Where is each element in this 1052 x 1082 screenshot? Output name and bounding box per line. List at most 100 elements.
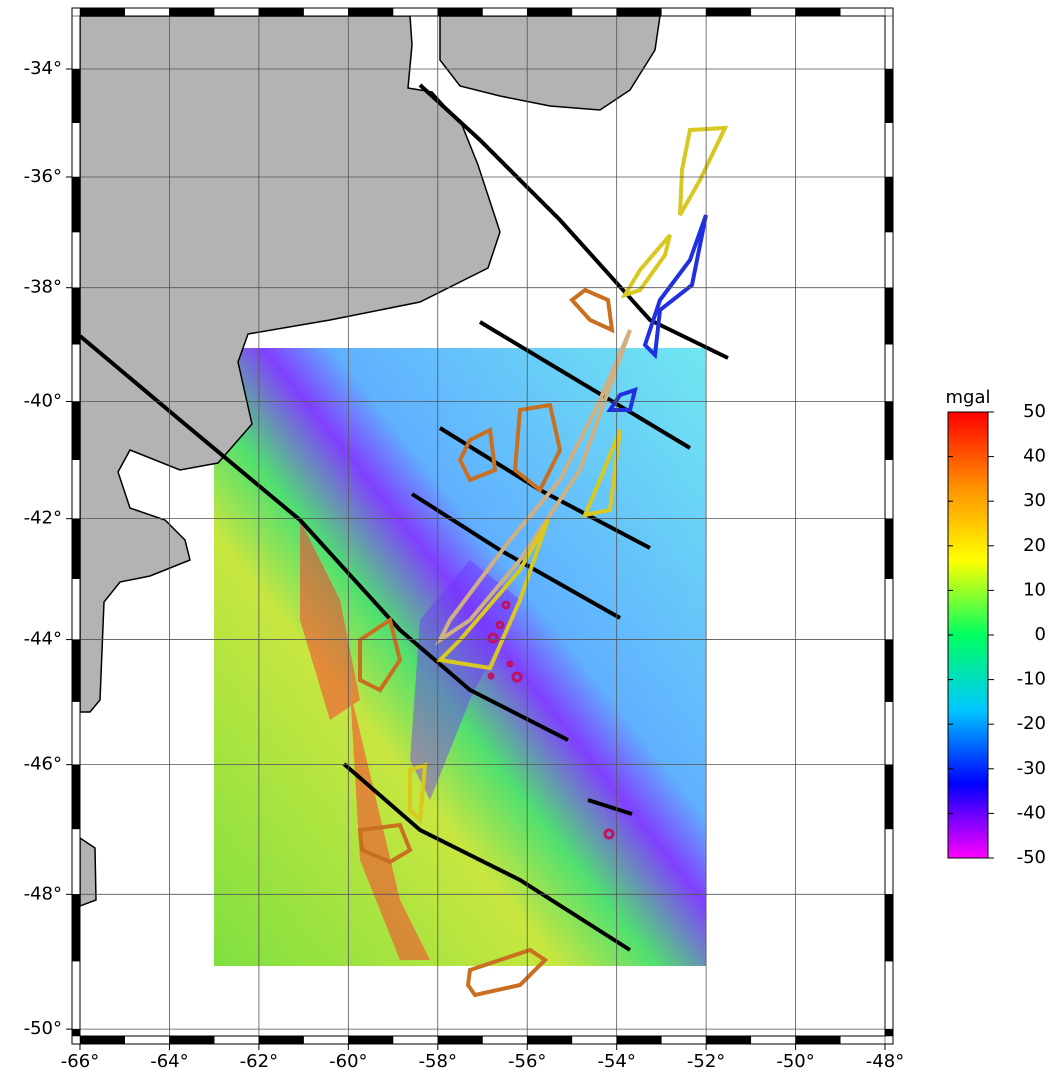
frame-segment bbox=[885, 579, 893, 640]
frame-segment bbox=[393, 8, 438, 16]
frame-segment bbox=[572, 1036, 617, 1044]
frame-segment bbox=[483, 8, 528, 16]
frame-segment bbox=[214, 1036, 259, 1044]
frame-segment bbox=[885, 69, 893, 123]
frame-segment bbox=[840, 1036, 885, 1044]
colorbar-tick-label: 50 bbox=[1023, 401, 1046, 422]
frame-segment bbox=[885, 961, 893, 1029]
frame-segment bbox=[796, 1036, 841, 1044]
frame-segment bbox=[483, 1036, 528, 1044]
frame-segment bbox=[438, 8, 483, 16]
frame-segment bbox=[661, 8, 706, 16]
frame-segment bbox=[527, 8, 572, 16]
frame-segment bbox=[885, 829, 893, 894]
frame-segment bbox=[72, 1029, 80, 1036]
frame-segment bbox=[885, 702, 893, 765]
frame-segment bbox=[72, 829, 80, 894]
frame-segment bbox=[572, 8, 617, 16]
frame-segment bbox=[617, 1036, 662, 1044]
frame-segment bbox=[169, 1036, 214, 1044]
frame-segment bbox=[885, 640, 893, 702]
colorbar-tick-label: -50 bbox=[1017, 847, 1046, 868]
frame-segment bbox=[72, 344, 80, 401]
y-tick-label: -34° bbox=[24, 58, 62, 79]
map-figure: mgal -66°-64°-62°-60°-58°-56°-54°-52°-50… bbox=[0, 0, 1052, 1078]
y-tick-label: -48° bbox=[24, 883, 62, 904]
frame-segment bbox=[72, 232, 80, 288]
frame-segment bbox=[72, 961, 80, 1029]
frame-segment bbox=[527, 1036, 572, 1044]
frame-segment bbox=[885, 460, 893, 519]
frame-segment bbox=[125, 8, 170, 16]
frame-segment bbox=[661, 1036, 706, 1044]
y-tick-label: -36° bbox=[24, 166, 62, 187]
frame-segment bbox=[72, 288, 80, 344]
frame-segment bbox=[617, 8, 662, 16]
frame-segment bbox=[885, 344, 893, 401]
frame-segment bbox=[214, 8, 259, 16]
y-tick-label: -44° bbox=[24, 629, 62, 650]
frame-segment bbox=[72, 69, 80, 123]
colorbar-label: mgal bbox=[946, 387, 991, 408]
frame-segment bbox=[72, 894, 80, 961]
frame-segment bbox=[72, 702, 80, 765]
colorbar-tick-label: 10 bbox=[1023, 579, 1046, 600]
y-tick-label: -40° bbox=[24, 390, 62, 411]
frame-segment bbox=[72, 123, 80, 177]
colorbar bbox=[948, 412, 988, 858]
x-tick-label: -64° bbox=[150, 1051, 188, 1072]
frame-segment bbox=[304, 1036, 349, 1044]
frame-segment bbox=[72, 519, 80, 579]
x-tick-label: -52° bbox=[687, 1051, 725, 1072]
y-tick-label: -50° bbox=[24, 1018, 62, 1039]
frame-segment bbox=[80, 8, 125, 16]
frame-segment bbox=[393, 1036, 438, 1044]
x-tick-label: -62° bbox=[240, 1051, 278, 1072]
frame-segment bbox=[885, 765, 893, 829]
frame-segment bbox=[304, 8, 349, 16]
colorbar-tick-label: -40 bbox=[1017, 802, 1046, 823]
colorbar-tick-label: -10 bbox=[1017, 669, 1046, 690]
frame-segment bbox=[885, 1029, 893, 1036]
y-tick-label: -38° bbox=[24, 277, 62, 298]
y-tick-label: -46° bbox=[24, 754, 62, 775]
colorbar-tick-label: -30 bbox=[1017, 758, 1046, 779]
frame-segment bbox=[885, 177, 893, 232]
frame-segment bbox=[72, 177, 80, 232]
frame-segment bbox=[885, 16, 893, 69]
y-tick-label: -42° bbox=[24, 508, 62, 529]
colorbar-tick-label: 0 bbox=[1035, 624, 1046, 645]
frame-segment bbox=[885, 519, 893, 579]
colorbar-tick-label: 40 bbox=[1023, 446, 1046, 467]
frame-segment bbox=[885, 894, 893, 961]
colorbar-tick-label: 20 bbox=[1023, 535, 1046, 556]
x-tick-label: -48° bbox=[866, 1051, 904, 1072]
frame-segment bbox=[706, 1036, 751, 1044]
frame-segment bbox=[169, 8, 214, 16]
land-south bbox=[80, 838, 96, 906]
frame-segment bbox=[885, 123, 893, 177]
frame-segment bbox=[72, 16, 80, 69]
frame-segment bbox=[885, 232, 893, 288]
frame-segment bbox=[72, 640, 80, 702]
frame-segment bbox=[885, 401, 893, 459]
colorbar-tick-label: 30 bbox=[1023, 490, 1046, 511]
frame-segment bbox=[348, 1036, 393, 1044]
frame-segment bbox=[796, 8, 841, 16]
frame-segment bbox=[751, 8, 796, 16]
frame-segment bbox=[706, 8, 751, 16]
frame-segment bbox=[885, 288, 893, 344]
x-tick-label: -50° bbox=[776, 1051, 814, 1072]
frame-segment bbox=[72, 579, 80, 640]
frame-segment bbox=[751, 1036, 796, 1044]
frame-segment bbox=[438, 1036, 483, 1044]
frame-segment bbox=[80, 1036, 125, 1044]
colorbar-tick-label: -20 bbox=[1017, 713, 1046, 734]
frame-segment bbox=[72, 401, 80, 459]
x-tick-label: -60° bbox=[329, 1051, 367, 1072]
frame-segment bbox=[259, 8, 304, 16]
frame-segment bbox=[259, 1036, 304, 1044]
x-tick-label: -58° bbox=[419, 1051, 457, 1072]
frame-segment bbox=[840, 8, 885, 16]
frame-segment bbox=[125, 1036, 170, 1044]
